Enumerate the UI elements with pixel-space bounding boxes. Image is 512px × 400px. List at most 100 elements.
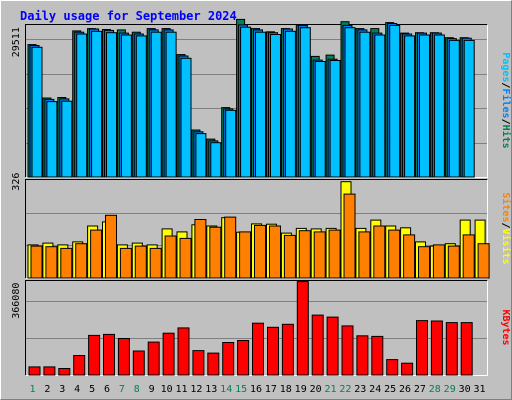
bar-pages-day-30 bbox=[463, 39, 475, 178]
bar-kbytes-day-30 bbox=[460, 322, 473, 376]
bar-kbytes-day-24 bbox=[371, 335, 384, 376]
x-tick-label-4: 4 bbox=[74, 384, 80, 395]
bar-kbytes-day-18 bbox=[281, 323, 294, 376]
x-tick-label-10: 10 bbox=[161, 384, 173, 395]
bar-pages-day-21 bbox=[329, 60, 341, 178]
bar-pages-day-20 bbox=[314, 61, 326, 178]
bar-kbytes-day-13 bbox=[207, 352, 220, 376]
bar-kbytes-day-29 bbox=[445, 322, 458, 376]
bar-sites-day-11 bbox=[179, 237, 192, 279]
bar-pages-day-22 bbox=[344, 27, 356, 178]
bar-sites-day-31 bbox=[477, 243, 490, 279]
bar-sites-day-27 bbox=[418, 246, 430, 279]
bar-pages-day-13 bbox=[210, 142, 222, 178]
bar-sites-day-6 bbox=[105, 214, 117, 279]
x-tick-label-24: 24 bbox=[369, 384, 381, 395]
bar-kbytes-day-7 bbox=[117, 338, 130, 376]
x-tick-label-2: 2 bbox=[44, 384, 50, 395]
bar-sites-day-10 bbox=[164, 235, 177, 279]
x-tick-label-12: 12 bbox=[190, 384, 202, 395]
bar-sites-day-17 bbox=[269, 225, 281, 279]
bar-sites-day-24 bbox=[373, 225, 386, 279]
bar-kbytes-day-21 bbox=[326, 316, 339, 376]
bar-kbytes-day-9 bbox=[147, 341, 160, 376]
bar-kbytes-day-28 bbox=[430, 320, 443, 376]
bar-pages-day-29 bbox=[448, 39, 460, 178]
bar-pages-day-8 bbox=[135, 35, 147, 178]
bar-sites-day-13 bbox=[209, 226, 222, 279]
x-tick-label-26: 26 bbox=[399, 384, 411, 395]
bar-sites-day-22 bbox=[343, 193, 356, 279]
bar-sites-day-20 bbox=[313, 231, 326, 279]
x-tick-label-30: 30 bbox=[459, 384, 471, 395]
bar-kbytes-day-17 bbox=[267, 326, 279, 376]
bar-sites-day-23 bbox=[358, 231, 371, 279]
x-tick-label-27: 27 bbox=[414, 384, 426, 395]
bar-pages-day-16 bbox=[255, 31, 266, 178]
bar-kbytes-day-11 bbox=[177, 327, 190, 376]
x-tick-label-14: 14 bbox=[220, 384, 232, 395]
bar-sites-day-2 bbox=[45, 246, 58, 279]
bar-sites-day-12 bbox=[194, 219, 207, 279]
x-tick-label-19: 19 bbox=[295, 384, 307, 395]
bar-sites-day-16 bbox=[254, 224, 266, 279]
x-tick-label-13: 13 bbox=[205, 384, 217, 395]
bar-pages-day-19 bbox=[299, 27, 311, 178]
bar-sites-day-8 bbox=[134, 245, 147, 279]
bar-kbytes-day-20 bbox=[311, 314, 324, 376]
x-axis: 1 2 3 4 5 6 7 8 9 10 11 12 13 14 15 16 17 18 19 20 21 22 23 24 2… bbox=[29, 384, 485, 395]
x-tick-label-7: 7 bbox=[119, 384, 125, 395]
bar-kbytes-day-22 bbox=[341, 325, 354, 376]
bar-sites-day-21 bbox=[328, 229, 341, 279]
x-tick-label-25: 25 bbox=[384, 384, 396, 395]
x-tick-label-28: 28 bbox=[429, 384, 441, 395]
x-tick-label-1: 1 bbox=[29, 384, 35, 395]
bar-sites-day-28 bbox=[432, 244, 445, 279]
x-tick-label-3: 3 bbox=[59, 384, 65, 395]
bar-pages-day-3 bbox=[61, 100, 73, 178]
bar-sites-day-26 bbox=[403, 234, 416, 279]
y-axis-label: Pages/Files/Hits bbox=[500, 52, 512, 148]
bar-pages-day-18 bbox=[284, 30, 296, 178]
bar-kbytes-day-26 bbox=[401, 362, 414, 376]
bar-kbytes-day-16 bbox=[252, 322, 264, 376]
bar-kbytes-day-25 bbox=[386, 359, 399, 376]
bar-kbytes-day-14 bbox=[222, 342, 235, 376]
bar-kbytes-day-1 bbox=[28, 366, 41, 376]
bar-pages-day-2 bbox=[46, 101, 58, 178]
bar-kbytes-day-5 bbox=[88, 334, 101, 376]
bar-sites-day-9 bbox=[149, 247, 162, 279]
x-tick-label-5: 5 bbox=[89, 384, 95, 395]
bar-kbytes-day-23 bbox=[356, 335, 369, 376]
bar-pages-day-24 bbox=[374, 34, 386, 178]
bar-sites-day-1 bbox=[30, 245, 43, 279]
bar-kbytes-day-6 bbox=[103, 333, 115, 376]
x-tick-label-16: 16 bbox=[250, 384, 262, 395]
bar-sites-day-30 bbox=[462, 234, 475, 279]
bar-sites-day-15 bbox=[239, 231, 252, 279]
x-tick-label-23: 23 bbox=[354, 384, 366, 395]
bar-sites-day-7 bbox=[119, 247, 132, 279]
bar-pages-day-5 bbox=[91, 30, 103, 178]
bar-sites-day-29 bbox=[447, 245, 460, 279]
bar-sites-day-18 bbox=[283, 234, 296, 279]
bar-pages-day-7 bbox=[120, 34, 132, 178]
bar-pages-day-23 bbox=[359, 31, 371, 178]
bar-pages-day-14 bbox=[225, 109, 237, 178]
x-tick-label-8: 8 bbox=[134, 384, 140, 395]
bar-sites-day-3 bbox=[60, 247, 73, 279]
bar-pages-day-9 bbox=[150, 31, 162, 178]
bar-kbytes-day-4 bbox=[73, 355, 86, 376]
bar-pages-day-26 bbox=[404, 35, 416, 178]
legend-files: Files bbox=[500, 88, 512, 118]
x-tick-label-22: 22 bbox=[339, 384, 351, 395]
plot-area: 29511 Pages/Files/Hits 326 Sites/Visits 3660… bbox=[11, 18, 512, 376]
panel-frame-dark bbox=[25, 179, 488, 279]
bar-pages-day-25 bbox=[389, 24, 401, 178]
bar-kbytes-day-15 bbox=[237, 340, 250, 376]
bar-sites-day-19 bbox=[298, 230, 311, 279]
panel-frame-dark bbox=[25, 280, 488, 376]
bar-kbytes-day-10 bbox=[162, 332, 175, 376]
x-tick-label-9: 9 bbox=[149, 384, 155, 395]
